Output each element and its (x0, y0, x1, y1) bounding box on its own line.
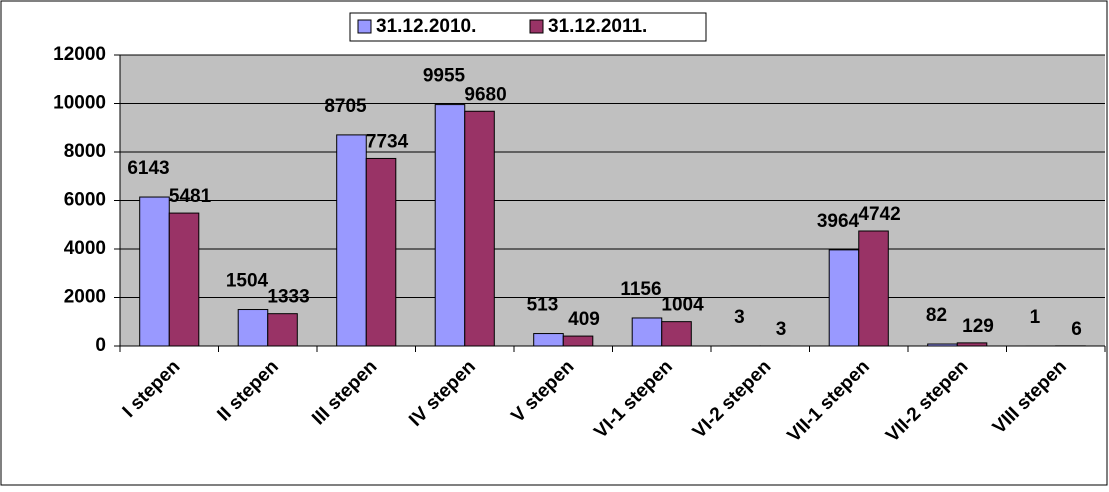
y-tick-label: 4000 (64, 238, 106, 259)
bar (238, 310, 268, 346)
data-label: 6143 (127, 158, 169, 179)
data-label: 409 (568, 309, 600, 330)
bar (829, 250, 859, 346)
y-tick-label: 0 (95, 335, 106, 356)
y-tick-label: 12000 (53, 44, 106, 65)
y-tick-label: 2000 (64, 287, 106, 308)
data-label: 7734 (366, 131, 409, 152)
data-label: 5481 (169, 186, 212, 207)
data-label: 513 (527, 295, 559, 316)
legend-label: 31.12.2010. (376, 16, 476, 37)
data-label: 8705 (324, 96, 367, 117)
bar (662, 322, 692, 346)
data-label: 1 (1030, 307, 1041, 328)
data-label: 3964 (817, 211, 860, 232)
data-label: 1333 (267, 287, 309, 308)
data-label: 4742 (858, 204, 900, 225)
data-label: 3 (776, 319, 787, 340)
bar (169, 213, 199, 346)
legend-swatch (358, 20, 371, 33)
y-tick-label: 8000 (64, 141, 106, 162)
bar (534, 334, 564, 346)
data-label: 9680 (464, 84, 506, 105)
data-label: 3 (734, 307, 745, 328)
data-label: 1156 (620, 279, 661, 300)
y-tick-label: 6000 (64, 190, 106, 211)
bar (563, 336, 593, 346)
data-label: 9955 (423, 66, 466, 87)
bar (859, 231, 889, 346)
data-label: 129 (962, 316, 994, 337)
data-label: 82 (926, 305, 947, 326)
bar (632, 318, 662, 346)
y-tick-label: 10000 (53, 93, 106, 114)
bar (435, 105, 465, 346)
data-label: 1504 (226, 271, 269, 292)
legend-label: 31.12.2011. (548, 16, 647, 37)
bar (465, 111, 495, 346)
bar (268, 314, 298, 346)
data-label: 6 (1071, 319, 1082, 340)
bar (366, 158, 396, 346)
bar (337, 135, 367, 346)
bar (140, 197, 170, 346)
data-label: 1004 (661, 295, 704, 316)
legend-swatch (530, 20, 543, 33)
